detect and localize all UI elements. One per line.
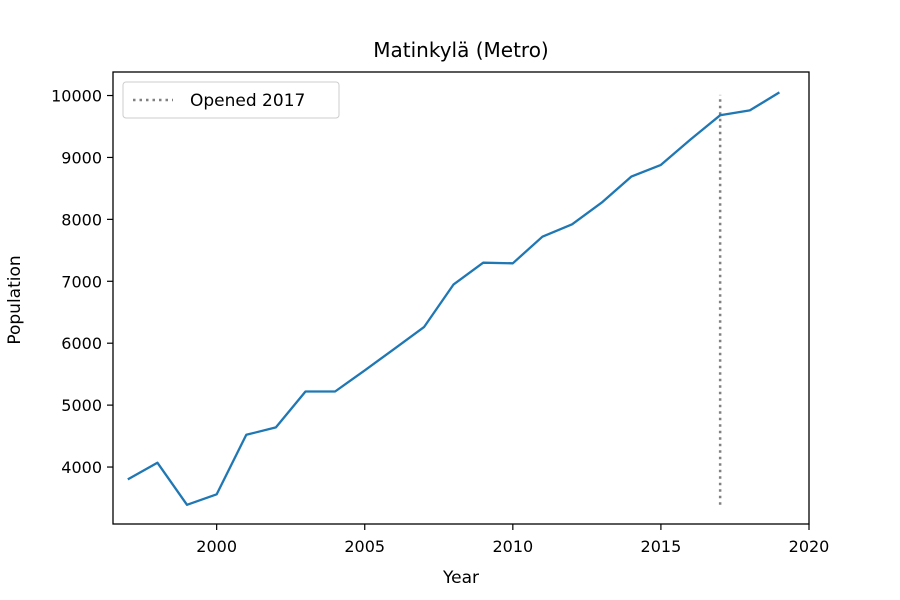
x-axis: 2000 2005 2010 2015 2020 (196, 524, 829, 556)
x-tick-label: 2015 (641, 537, 682, 556)
legend-label: Opened 2017 (190, 91, 305, 111)
x-tick-label: 2005 (344, 537, 385, 556)
population-line (127, 91, 780, 506)
chart-title: Matinkylä (Metro) (373, 38, 549, 62)
y-tick-label: 9000 (61, 148, 102, 167)
x-axis-title: Year (442, 568, 479, 588)
y-tick-label: 8000 (61, 210, 102, 229)
legend: Opened 2017 (122, 81, 340, 119)
x-tick-label: 2000 (196, 537, 237, 556)
y-axis-title: Population (5, 255, 25, 344)
x-tick-label: 2020 (789, 537, 830, 556)
legend-box (122, 81, 340, 119)
y-axis: 4000 5000 6000 7000 8000 9000 10000 (51, 87, 113, 477)
plot-area (112, 71, 810, 525)
series-group (127, 91, 780, 506)
y-tick-label: 7000 (61, 272, 102, 291)
y-tick-label: 4000 (61, 458, 102, 477)
y-tick-label: 10000 (51, 87, 102, 106)
y-tick-label: 5000 (61, 396, 102, 415)
y-tick-label: 6000 (61, 334, 102, 353)
x-tick-label: 2010 (492, 537, 533, 556)
